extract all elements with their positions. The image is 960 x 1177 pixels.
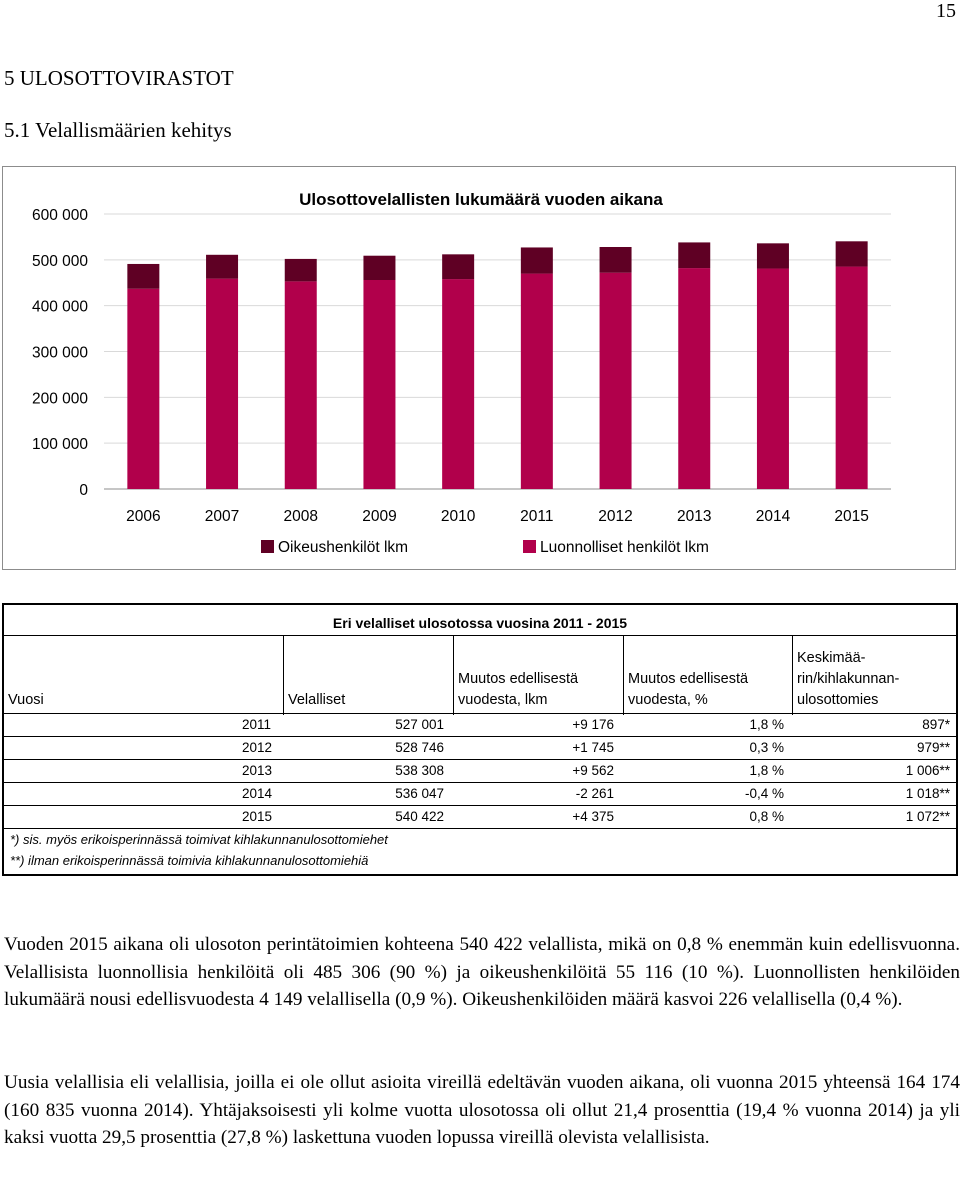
cell-muutos-lkm: +4 375 xyxy=(572,809,614,824)
cell-muutos-pct: -0,4 % xyxy=(744,786,784,801)
cell-muutos-lkm: -2 261 xyxy=(575,786,614,801)
section-heading: 5 ULOSOTTOVIRASTOT xyxy=(4,66,234,90)
bar-oikeushenkilot-2011 xyxy=(520,247,553,274)
bar-oikeushenkilot-2007 xyxy=(206,254,239,279)
bar-oikeushenkilot-2013 xyxy=(678,242,711,269)
bar-oikeushenkilot-2010 xyxy=(442,254,475,280)
cell-velalliset: 528 746 xyxy=(395,740,444,755)
x-tick-label: 2006 xyxy=(126,508,160,525)
table-bottom-rule xyxy=(4,828,956,829)
table-title: Eri velalliset ulosotossa vuosina 2011 -… xyxy=(4,605,956,636)
header-keski-line3: ulosottomies xyxy=(797,692,879,708)
x-tick-label: 2013 xyxy=(677,508,711,525)
cell-keski: 1 018** xyxy=(905,786,950,801)
cell-muutos-lkm: +9 562 xyxy=(572,763,614,778)
bar-oikeushenkilot-2006 xyxy=(127,263,160,289)
stacked-bar-chart: Ulosottovelallisten lukumäärä vuoden aik… xyxy=(32,190,891,556)
cell-year: 2015 xyxy=(242,809,273,824)
page-number: 15 xyxy=(936,0,956,22)
table-row: 2011 527 001 +9 176 1,8 % 897* xyxy=(4,713,956,737)
bar-luonnolliset-2012 xyxy=(599,272,632,489)
table-row: 2013 538 308 +9 562 1,8 % 1 006** xyxy=(4,759,956,783)
x-tick-label: 2011 xyxy=(520,508,553,525)
x-tick-label: 2014 xyxy=(756,508,791,525)
bar-luonnolliset-2011 xyxy=(520,273,553,489)
header-keski-line1: Keskimää- xyxy=(797,650,866,666)
cell-keski: 1 072** xyxy=(905,809,950,824)
cell-muutos-lkm: +9 176 xyxy=(572,717,614,732)
cell-velalliset: 527 001 xyxy=(395,717,444,732)
header-velalliset: Velalliset xyxy=(288,692,346,708)
bar-oikeushenkilot-2009 xyxy=(363,255,396,280)
header-muutos-pct-line2: vuodesta, % xyxy=(628,692,708,708)
chart-title: Ulosottovelallisten lukumäärä vuoden aik… xyxy=(299,190,663,209)
table-row: 2015 540 422 +4 375 0,8 % 1 072** xyxy=(4,805,956,829)
header-divider xyxy=(283,636,284,715)
y-tick-label: 0 xyxy=(79,482,88,499)
bar-oikeushenkilot-2012 xyxy=(599,247,632,273)
bar-luonnolliset-2010 xyxy=(442,279,475,489)
debtor-table: Eri velalliset ulosotossa vuosina 2011 -… xyxy=(2,603,958,876)
paragraph-2: Uusia velallisia eli velallisia, joilla … xyxy=(4,1072,960,1148)
cell-keski: 897* xyxy=(922,717,950,732)
bar-luonnolliset-2014 xyxy=(756,268,789,489)
cell-year: 2013 xyxy=(242,763,273,778)
cell-muutos-lkm: +1 745 xyxy=(572,740,614,755)
bar-luonnolliset-2006 xyxy=(127,288,160,489)
header-muutos-lkm-line2: vuodesta, lkm xyxy=(458,692,548,708)
bar-luonnolliset-2015 xyxy=(835,266,868,489)
bar-oikeushenkilot-2008 xyxy=(284,258,317,282)
legend-label-luonnolliset: Luonnolliset henkilöt lkm xyxy=(540,539,709,556)
y-tick-label: 300 000 xyxy=(32,345,88,362)
table-row: 2014 536 047 -2 261 -0,4 % 1 018** xyxy=(4,782,956,806)
table-note-2: **) ilman erikoisperinnässä toimivia kih… xyxy=(10,853,369,868)
y-tick-label: 200 000 xyxy=(32,390,88,407)
x-tick-label: 2007 xyxy=(205,508,239,525)
table-row: 2012 528 746 +1 745 0,3 % 979** xyxy=(4,736,956,760)
cell-muutos-pct: 1,8 % xyxy=(749,763,784,778)
y-tick-label: 500 000 xyxy=(32,253,88,270)
cell-muutos-pct: 1,8 % xyxy=(749,717,784,732)
cell-velalliset: 538 308 xyxy=(395,763,444,778)
cell-keski: 1 006** xyxy=(905,763,950,778)
cell-keski: 979** xyxy=(916,740,950,755)
bar-oikeushenkilot-2015 xyxy=(835,241,868,267)
bar-oikeushenkilot-2014 xyxy=(756,243,789,269)
bar-luonnolliset-2009 xyxy=(363,280,396,489)
bar-luonnolliset-2008 xyxy=(284,281,317,489)
cell-muutos-pct: 0,8 % xyxy=(749,809,784,824)
subsection-heading: 5.1 Velallismäärien kehitys xyxy=(4,118,232,142)
header-divider xyxy=(792,636,793,715)
legend-swatch-oikeushenkilot xyxy=(261,540,274,553)
header-muutos-lkm-line1: Muutos edellisestä xyxy=(458,671,579,687)
cell-year: 2011 xyxy=(242,717,272,732)
header-divider xyxy=(623,636,624,715)
header-vuosi: Vuosi xyxy=(8,692,44,708)
cell-velalliset: 536 047 xyxy=(395,786,444,801)
paragraph-1: Vuoden 2015 aikana oli ulosoton perintät… xyxy=(4,934,960,1010)
cell-year: 2012 xyxy=(242,740,273,755)
x-tick-label: 2012 xyxy=(598,508,632,525)
y-tick-label: 400 000 xyxy=(32,299,88,316)
bar-luonnolliset-2013 xyxy=(678,268,711,489)
header-divider xyxy=(453,636,454,715)
x-tick-label: 2009 xyxy=(362,508,396,525)
header-keski-line2: rin/kihlakunnan- xyxy=(797,671,900,687)
x-tick-label: 2010 xyxy=(441,508,476,525)
bar-luonnolliset-2007 xyxy=(206,278,239,489)
header-muutos-pct-line1: Muutos edellisestä xyxy=(628,671,749,687)
legend-swatch-luonnolliset xyxy=(523,540,536,553)
y-tick-label: 100 000 xyxy=(32,436,88,453)
x-tick-label: 2008 xyxy=(284,508,318,525)
table-note-1: *) sis. myös erikoisperinnässä toimivat … xyxy=(10,832,388,847)
legend-label-oikeushenkilot: Oikeushenkilöt lkm xyxy=(278,539,408,556)
cell-year: 2014 xyxy=(242,786,273,801)
chart-frame: Ulosottovelallisten lukumäärä vuoden aik… xyxy=(2,166,956,570)
cell-muutos-pct: 0,3 % xyxy=(749,740,784,755)
y-tick-label: 600 000 xyxy=(32,207,88,224)
cell-velalliset: 540 422 xyxy=(395,809,444,824)
x-tick-label: 2015 xyxy=(834,508,868,525)
